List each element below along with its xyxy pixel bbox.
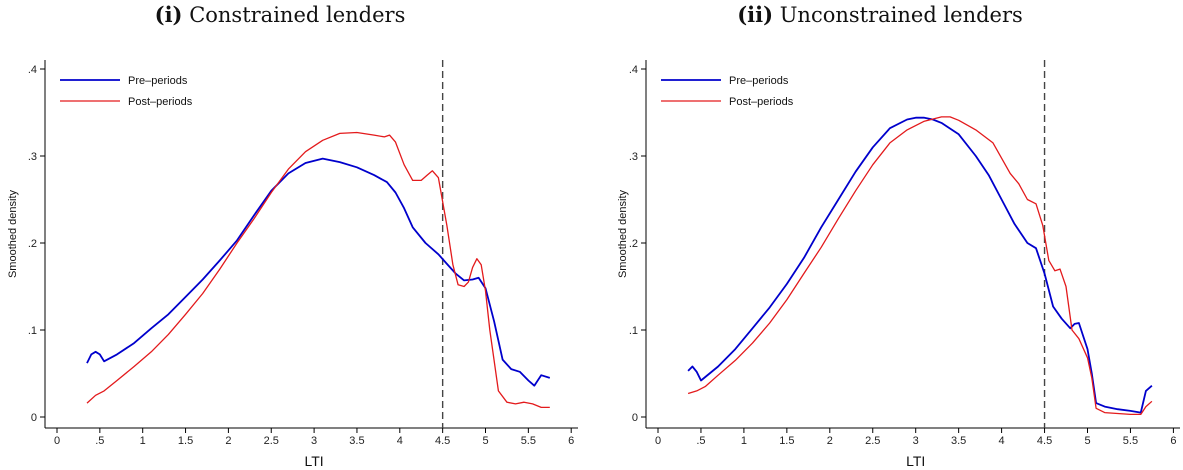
x-tick-label: 0 — [655, 435, 661, 447]
y-tick-label: .2 — [28, 238, 37, 250]
x-tick-label: 3 — [913, 435, 919, 447]
y-tick-label: .3 — [28, 151, 37, 163]
legend-label: Post–periods — [729, 96, 794, 108]
y-tick-label: .3 — [629, 151, 638, 163]
series-line-pre — [687, 116, 1153, 414]
y-tick-label: .1 — [629, 325, 638, 337]
y-axis-title: Smoothed density — [617, 189, 629, 278]
x-tick-label: 4.5 — [1037, 435, 1052, 447]
x-tick-label: 5 — [482, 435, 488, 447]
x-tick-label: 3.5 — [951, 435, 966, 447]
x-tick-label: 1.5 — [178, 435, 193, 447]
panel-label: (ii) — [737, 2, 774, 27]
x-tick-label: 3 — [311, 435, 317, 447]
x-tick-label: 1.5 — [779, 435, 794, 447]
x-tick-label: 1 — [140, 435, 146, 447]
x-tick-label: 5.5 — [1123, 435, 1138, 447]
legend-label: Post–periods — [128, 96, 193, 108]
x-tick-label: 4.5 — [435, 435, 450, 447]
x-tick-label: .5 — [95, 435, 104, 447]
y-tick-label: .2 — [629, 238, 638, 250]
panel-label: (i) — [154, 2, 183, 27]
x-tick-label: 2.5 — [264, 435, 279, 447]
y-tick-label: 0 — [31, 412, 37, 424]
x-tick-label: 2.5 — [865, 435, 880, 447]
x-tick-label: 6 — [1170, 435, 1176, 447]
x-tick-label: 6 — [568, 435, 574, 447]
x-axis-title: LTI — [304, 453, 323, 469]
legend-label: Pre–periods — [729, 75, 789, 87]
x-tick-label: 5 — [1084, 435, 1090, 447]
y-tick-label: .4 — [629, 64, 638, 76]
panel-title-constrained: (i) Constrained lenders — [0, 2, 560, 27]
x-tick-label: 3.5 — [349, 435, 364, 447]
panel-title-text: Unconstrained lenders — [779, 3, 1023, 27]
y-tick-label: 0 — [632, 412, 638, 424]
x-tick-label: 2 — [225, 435, 231, 447]
chart-panel-1: 0 .1 .2 .3 .4 0 .5 1 1.5 2 2.5 3 3.5 4 4.5 5 5.5 6 LTI Smoo… — [7, 60, 578, 469]
x-tick-label: 5.5 — [521, 435, 536, 447]
x-tick-label: 2 — [827, 435, 833, 447]
chart-panel-2: 0 .1 .2 .3 .4 0 .5 1 1.5 2 2.5 3 3.5 4 4.5 5 5.5 6 LTI Smoo… — [617, 60, 1180, 469]
x-tick-label: 4 — [999, 435, 1005, 447]
x-tick-label: 0 — [54, 435, 60, 447]
series-line-pre — [86, 157, 551, 387]
panel-title-text: Constrained lenders — [189, 3, 406, 27]
y-tick-label: .4 — [28, 64, 37, 76]
panel-title-unconstrained: (ii) Unconstrained lenders — [600, 2, 1160, 27]
series-line-post — [687, 116, 1153, 416]
legend-label: Pre–periods — [128, 75, 188, 87]
x-tick-label: 4 — [397, 435, 403, 447]
x-tick-label: .5 — [696, 435, 705, 447]
y-tick-label: .1 — [28, 325, 37, 337]
series-line-post — [86, 131, 550, 409]
x-axis-title: LTI — [906, 453, 925, 469]
y-axis-title: Smoothed density — [7, 189, 19, 278]
x-tick-label: 1 — [741, 435, 747, 447]
